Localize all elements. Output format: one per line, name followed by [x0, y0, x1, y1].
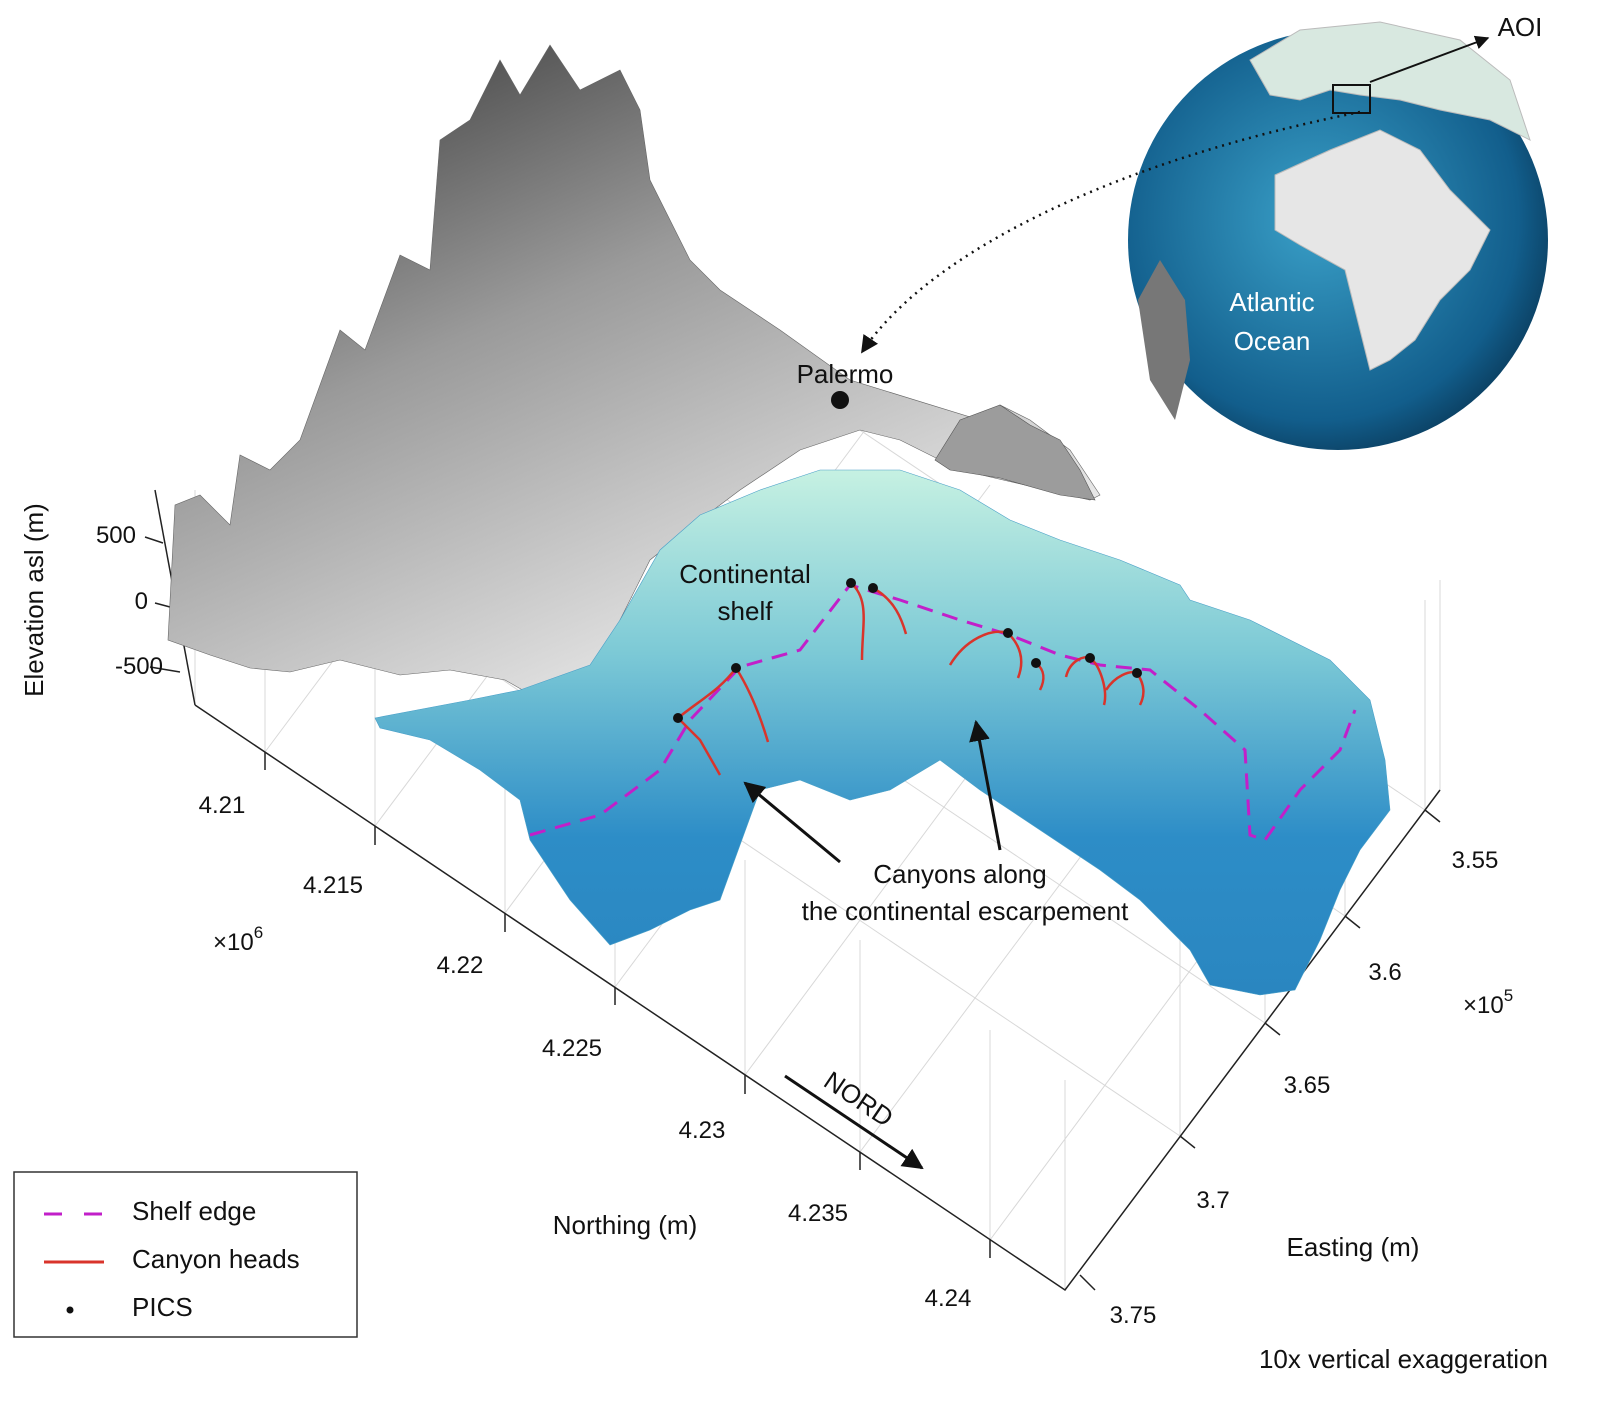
- easting-tick: 3.75: [1110, 1302, 1157, 1329]
- northing-tick: 4.23: [679, 1117, 726, 1144]
- easting-tick: 3.7: [1196, 1187, 1229, 1214]
- z-tick: 0: [135, 588, 148, 615]
- europe-landmass: [1249, 21, 1531, 141]
- northing-tick: 4.22: [437, 952, 484, 979]
- canyons-label-1: Canyons along: [873, 859, 1046, 889]
- easting-tick: 3.6: [1368, 959, 1401, 986]
- shelf-edge-line: [529, 583, 1357, 842]
- northing-multiplier: ×106: [213, 923, 263, 956]
- legend-canyon-heads-label: Canyon heads: [132, 1244, 300, 1274]
- aoi-label: AOI: [1498, 12, 1543, 42]
- z-axis-label: Elevation asl (m): [19, 503, 49, 697]
- legend-pics-swatch: [66, 1306, 74, 1314]
- northing-tick: 4.235: [788, 1200, 848, 1227]
- easting-tick: 3.65: [1284, 1072, 1331, 1099]
- ocean-label-2: Ocean: [1234, 326, 1311, 356]
- aoi-link-dotted-arrow: [860, 110, 1361, 354]
- canyon-arrow-2: [969, 719, 1002, 851]
- northing-tick: 4.215: [303, 872, 363, 899]
- ocean-label-1: Atlantic: [1229, 287, 1314, 317]
- north-arrow: [784, 1074, 924, 1170]
- northing-tick: 4.21: [199, 792, 246, 819]
- north-label: NORD: [819, 1065, 899, 1133]
- palermo-dot: [831, 391, 849, 409]
- seafloor-terrain: [374, 469, 1391, 996]
- easting-multiplier: ×105: [1463, 986, 1513, 1019]
- legend-pics-label: PICS: [132, 1292, 193, 1322]
- africa-landmass: [1274, 129, 1491, 371]
- exaggeration-note: 10x vertical exaggeration: [1259, 1344, 1548, 1374]
- continental-shelf-label-2: shelf: [718, 596, 774, 626]
- globe-inset: [1128, 21, 1548, 450]
- axes-lines: [144, 489, 1441, 1292]
- z-tick: 500: [96, 522, 136, 549]
- canyons-label-2: the continental escarpement: [802, 896, 1129, 926]
- continental-shelf-label-1: Continental: [679, 559, 811, 589]
- northing-tick: 4.24: [925, 1285, 972, 1312]
- canyon-arrow-1: [743, 781, 841, 864]
- palermo-label: Palermo: [797, 359, 894, 389]
- south-america-landmass: [1138, 260, 1190, 420]
- land-peaks-east: [934, 404, 1096, 501]
- legend-shelf-edge-label: Shelf edge: [132, 1196, 256, 1226]
- northing-axis-label: Northing (m): [553, 1210, 697, 1240]
- pics-points: [673, 578, 1142, 723]
- northing-tick: 4.225: [542, 1035, 602, 1062]
- aoi-arrow: [1369, 35, 1490, 83]
- easting-tick: 3.55: [1452, 847, 1499, 874]
- z-tick: -500: [115, 653, 163, 680]
- easting-axis-label: Easting (m): [1287, 1232, 1420, 1262]
- legend: Shelf edge Canyon heads PICS: [13, 1171, 358, 1338]
